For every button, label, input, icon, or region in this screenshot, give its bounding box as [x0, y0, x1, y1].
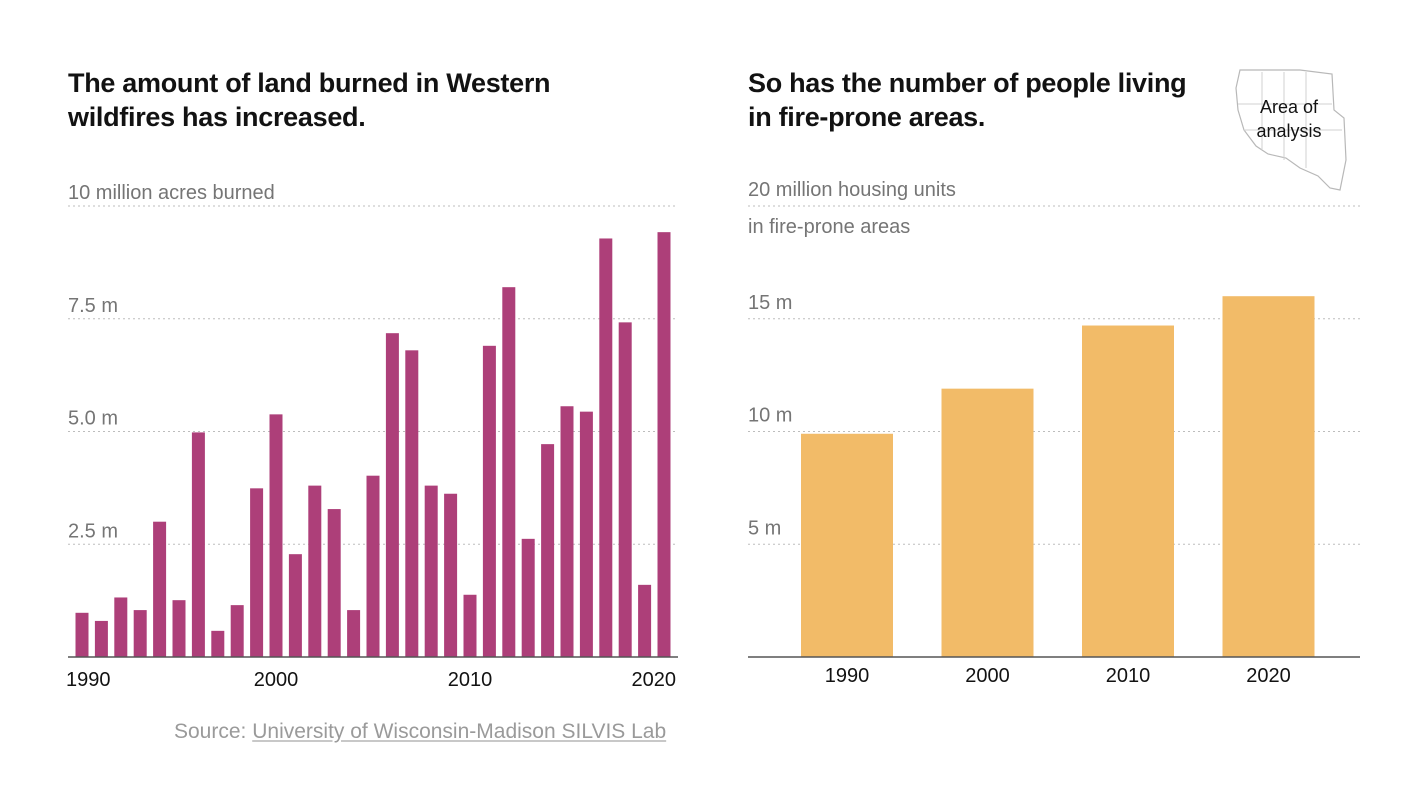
bar-1990 — [801, 433, 893, 657]
y-tick-label-right: 10 m — [748, 405, 792, 427]
x-tick-label-right: 1990 — [825, 665, 870, 687]
bar-1992 — [114, 597, 128, 657]
bar-2004 — [347, 610, 361, 657]
western-us-map-icon — [1235, 69, 1347, 191]
x-tick-label-left: 2020 — [632, 669, 677, 691]
y-tick-label-left: 5.0 m — [68, 408, 118, 430]
y-tick-label-right: 5 m — [748, 517, 781, 539]
chart-title-housing: So has the number of people living in fi… — [748, 68, 1187, 132]
bar-1998 — [230, 605, 244, 657]
bar-2019 — [638, 584, 652, 657]
bar-2006 — [385, 333, 399, 657]
bar-1990 — [75, 612, 89, 657]
bar-1996 — [191, 432, 205, 657]
x-tick-label-right: 2000 — [965, 665, 1010, 687]
y-tick-label-right: 20 million housing units — [748, 179, 956, 201]
bar-1997 — [211, 630, 225, 657]
bar-2013 — [521, 538, 535, 657]
bar-1991 — [94, 620, 108, 657]
x-tick-label-left: 1990 — [66, 669, 111, 691]
source-note: Source: University of Wisconsin-Madison … — [174, 720, 666, 744]
bar-2010 — [463, 594, 477, 657]
bar-2016 — [579, 411, 593, 657]
bar-1999 — [250, 488, 264, 657]
bar-2005 — [366, 475, 380, 657]
bar-2018 — [618, 322, 632, 657]
bar-2015 — [560, 406, 574, 657]
bar-2017 — [599, 238, 613, 658]
bar-2003 — [327, 509, 341, 657]
x-tick-label-right: 2010 — [1106, 665, 1151, 687]
bar-2009 — [444, 493, 458, 657]
bar-2008 — [424, 485, 438, 657]
y-tick-label-left: 10 million acres burned — [68, 182, 275, 204]
map-label-line1: Area of — [1260, 97, 1319, 117]
bar-2014 — [541, 444, 555, 657]
bar-2020 — [1222, 296, 1315, 657]
map-label-line2: analysis — [1256, 121, 1321, 141]
bar-1994 — [153, 521, 167, 657]
x-tick-label-left: 2000 — [254, 669, 299, 691]
y-tick-label-left: 2.5 m — [68, 520, 118, 542]
bar-1995 — [172, 600, 186, 657]
bar-2020 — [657, 232, 671, 657]
x-tick-label-left: 2010 — [448, 669, 493, 691]
bar-2001 — [288, 554, 302, 657]
bar-2012 — [502, 287, 516, 657]
chart-title-land-burned: The amount of land burned in Western wil… — [68, 68, 551, 132]
bar-2010 — [1082, 325, 1174, 657]
y-tick-label-right: 15 m — [748, 292, 792, 314]
x-tick-label-right: 2020 — [1246, 665, 1291, 687]
source-link[interactable]: University of Wisconsin-Madison SILVIS L… — [252, 720, 667, 743]
bar-2002 — [308, 485, 322, 657]
bar-2007 — [405, 350, 419, 657]
source-prefix: Source: — [174, 720, 253, 743]
bar-1993 — [133, 610, 147, 657]
bar-2011 — [482, 345, 496, 657]
bar-2000 — [269, 414, 283, 657]
y-tick-label-left: 7.5 m — [68, 295, 118, 317]
bar-2000 — [941, 388, 1034, 657]
y-axis-sublabel-right: in fire-prone areas — [748, 216, 910, 238]
